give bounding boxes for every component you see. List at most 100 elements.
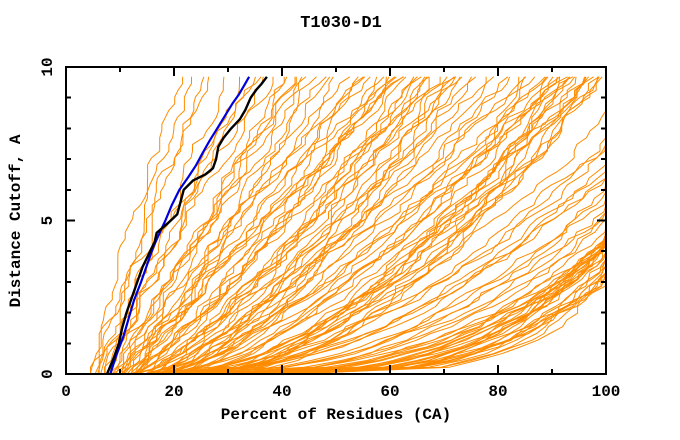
orange-model-curve	[162, 76, 577, 374]
orange-model-curve	[238, 76, 606, 374]
orange-model-curve	[168, 76, 456, 374]
orange-model-curve	[187, 76, 606, 374]
orange-model-curve	[196, 76, 589, 374]
orange-model-curve	[120, 76, 296, 374]
orange-model-curve	[273, 76, 606, 374]
orange-model-curve	[154, 76, 536, 374]
orange-model-curve	[172, 76, 477, 374]
y-tick-label: 10	[39, 57, 57, 76]
orange-model-curve	[121, 76, 359, 374]
orange-model-curve	[203, 76, 606, 374]
orange-model-curve	[210, 76, 606, 374]
orange-model-curve	[281, 76, 606, 374]
tick-labels: 0 20 40 60 80 100 0 5 10	[39, 57, 620, 401]
orange-model-curve	[244, 76, 606, 374]
orange-model-curve	[212, 76, 606, 374]
orange-model-curve	[131, 76, 511, 374]
orange-model-curve	[202, 76, 606, 374]
orange-model-curve	[213, 76, 603, 374]
orange-model-curve	[154, 76, 606, 374]
black-model-curve	[105, 76, 268, 374]
orange-model-curve	[271, 76, 606, 374]
orange-model-curve	[231, 76, 606, 374]
chart-title: T1030-D1	[300, 14, 382, 33]
orange-model-curve	[291, 76, 606, 374]
orange-model-curve	[134, 76, 371, 374]
blue-model-curve	[109, 76, 251, 374]
orange-model-curve	[225, 76, 606, 374]
orange-model-curve	[239, 76, 606, 374]
orange-model-curve	[139, 76, 387, 374]
orange-model-curve	[166, 76, 606, 374]
x-tick-label: 20	[164, 383, 183, 401]
orange-model-curve	[169, 76, 430, 374]
orange-model-curve	[289, 76, 606, 374]
orange-model-curve	[163, 76, 473, 374]
orange-model-curve	[245, 76, 606, 374]
orange-model-curve	[89, 76, 184, 374]
orange-model-curve	[191, 76, 606, 374]
orange-model-curve	[103, 76, 274, 374]
orange-model-curve	[227, 76, 606, 374]
orange-model-curve	[188, 76, 463, 374]
orange-model-curve	[179, 76, 547, 374]
y-tick-label: 0	[39, 369, 57, 379]
orange-model-curve	[100, 76, 210, 374]
orange-model-curve	[219, 76, 606, 374]
orange-model-curve	[261, 76, 606, 374]
orange-model-curve	[123, 76, 317, 374]
orange-model-curve	[111, 76, 303, 374]
orange-model-curve	[260, 76, 606, 374]
orange-model-curve	[166, 76, 549, 374]
x-tick-label: 40	[272, 383, 291, 401]
orange-model-curve	[165, 76, 606, 374]
orange-model-curve	[148, 76, 606, 374]
orange-model-curve	[144, 76, 495, 374]
orange-model-curve	[108, 76, 285, 374]
orange-model-curve	[185, 76, 606, 374]
orange-model-curve	[146, 76, 527, 374]
orange-model-curve	[263, 76, 606, 374]
x-tick-label: 0	[61, 383, 71, 401]
orange-model-curve	[134, 76, 487, 374]
orange-model-curve	[249, 76, 606, 374]
orange-model-curve	[120, 76, 364, 374]
y-tick-label: 5	[39, 216, 57, 226]
x-tick-label: 100	[592, 383, 621, 401]
orange-model-curve	[184, 76, 586, 374]
orange-model-curve	[287, 76, 606, 374]
orange-model-curve	[118, 76, 351, 374]
orange-model-curve	[162, 76, 606, 374]
orange-model-curve	[129, 76, 331, 374]
orange-model-curve	[154, 76, 509, 374]
orange-model-curve	[136, 76, 441, 374]
x-tick-label: 60	[380, 383, 399, 401]
orange-model-curve	[177, 76, 606, 374]
orange-model-curve	[155, 76, 407, 374]
orange-model-curve	[141, 76, 606, 374]
orange-model-curve	[200, 76, 594, 374]
orange-model-curve	[215, 76, 606, 374]
orange-model-curve	[146, 76, 568, 374]
y-axis-label: Distance Cutoff, A	[7, 134, 25, 307]
orange-model-curve	[127, 76, 418, 374]
orange-model-curve	[147, 76, 426, 374]
orange-model-curve	[90, 76, 192, 374]
orange-model-curve	[136, 76, 390, 374]
orange-model-curve	[287, 76, 606, 374]
orange-model-curve	[145, 76, 385, 374]
orange-model-curve	[104, 76, 262, 374]
orange-model-curve	[162, 76, 520, 374]
orange-model-curve	[217, 76, 606, 374]
orange-model-curve	[169, 76, 600, 374]
x-tick-label: 80	[488, 383, 507, 401]
orange-model-curve	[228, 76, 606, 374]
orange-model-curve	[259, 76, 606, 374]
orange-model-curve	[98, 76, 205, 374]
plot-frame-and-ticks	[65, 66, 607, 375]
x-axis-label: Percent of Residues (CA)	[221, 406, 451, 424]
orange-model-curve	[229, 76, 554, 374]
orange-model-curve	[162, 76, 397, 374]
orange-model-curve	[169, 76, 415, 374]
